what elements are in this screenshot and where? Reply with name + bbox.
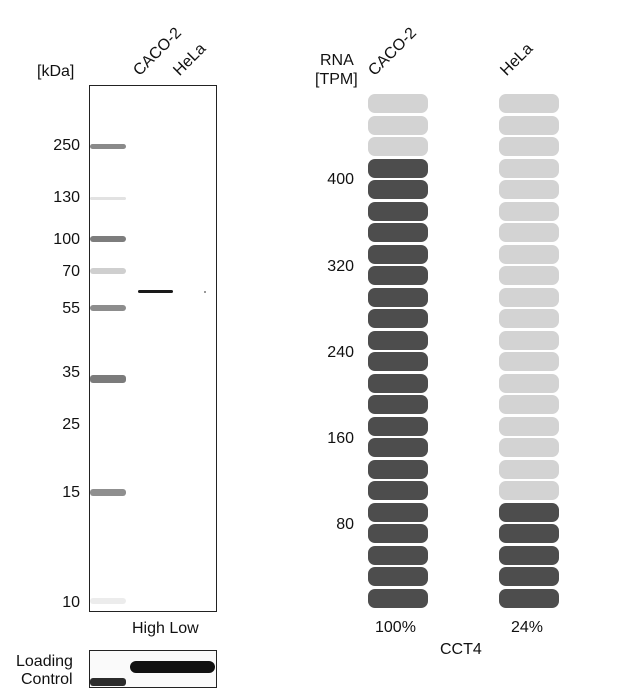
rna-level-segment [368,545,428,565]
rna-level-segment [368,395,428,414]
rna-level-segment [499,180,559,199]
ladder-band-70 [90,268,126,274]
rna-level-segment [368,588,428,608]
ladder-band-55 [90,305,126,311]
rna-level-segment [368,94,428,113]
rna-level-segment [499,330,559,350]
rna-level-segment [499,524,559,543]
rna-level-segment [368,115,428,135]
rna-level-segment [368,352,428,371]
loading-ladder-band [90,678,126,686]
rna-level-segment [368,244,428,264]
rna-level-segment [368,416,428,436]
rna-level-segment [499,94,559,113]
rna-level-segment [368,158,428,178]
rna-tick-320: 320 [327,258,354,275]
rna-column-caco2 [368,94,428,608]
rna-level-segment [499,287,559,307]
rna-level-segment [499,309,559,328]
ladder-band-100 [90,236,126,242]
western-blot-image [89,85,217,612]
rna-level-segment [368,373,428,393]
marker-25: 25 [62,416,80,433]
rna-column-label-hela: HeLa [497,40,537,80]
rna-level-segment [368,266,428,285]
rna-axis-title-line2: [TPM] [315,71,358,88]
rna-level-segment [368,287,428,307]
rna-level-segment [499,223,559,242]
marker-10: 10 [62,594,80,611]
marker-130: 130 [53,189,80,206]
ladder-band-35 [90,375,126,383]
rna-level-segment [368,330,428,350]
rna-level-segment [368,481,428,500]
rna-level-segment [499,438,559,457]
rna-level-segment [499,459,559,479]
rna-level-segment [368,524,428,543]
loading-control-band [130,661,215,673]
rna-level-segment [499,352,559,371]
rna-level-segment [499,244,559,264]
rna-level-segment [499,158,559,178]
rna-tick-80: 80 [336,516,354,533]
loading-control-label-line2: Control [21,671,73,688]
kda-label: [kDa] [37,63,75,80]
rna-level-segment [368,438,428,457]
marker-55: 55 [62,300,80,317]
rna-level-segment [499,567,559,586]
rna-level-segment [499,416,559,436]
expression-level-label: High Low [132,620,199,637]
rna-level-segment [499,481,559,500]
rna-level-segment [368,137,428,156]
rna-level-segment [368,309,428,328]
marker-15: 15 [62,484,80,501]
rna-level-segment [499,502,559,522]
rna-tick-160: 160 [327,430,354,447]
rna-percent-caco2: 100% [375,619,416,636]
rna-level-segment [499,545,559,565]
rna-tick-240: 240 [327,344,354,361]
rna-tick-400: 400 [327,171,354,188]
rna-level-segment [499,115,559,135]
rna-level-segment [499,266,559,285]
ladder-band-15 [90,489,126,496]
rna-percent-hela: 24% [511,619,544,636]
rna-level-segment [499,201,559,221]
marker-100: 100 [53,231,80,248]
rna-level-segment [368,502,428,522]
rna-level-segment [368,567,428,586]
rna-column-label-caco2: CACO-2 [365,24,421,80]
rna-level-segment [499,373,559,393]
rna-level-segment [499,395,559,414]
rna-level-segment [368,459,428,479]
loading-control-label-line1: Loading [16,653,73,670]
rna-level-segment [368,201,428,221]
marker-35: 35 [62,364,80,381]
ladder-band-10 [90,598,126,604]
rna-column-hela [499,94,559,608]
loading-control-blot [89,650,217,688]
rna-level-segment [368,180,428,199]
cct4-band-hela [204,291,206,293]
ladder-band-250 [90,144,126,149]
ladder-band-130 [90,197,126,200]
marker-70: 70 [62,263,80,280]
cct4-band-caco2 [138,290,173,293]
gene-name: CCT4 [440,641,482,658]
rna-level-segment [499,588,559,608]
rna-axis-title-line1: RNA [320,52,354,69]
rna-level-segment [368,223,428,242]
marker-250: 250 [53,137,80,154]
rna-level-segment [499,137,559,156]
